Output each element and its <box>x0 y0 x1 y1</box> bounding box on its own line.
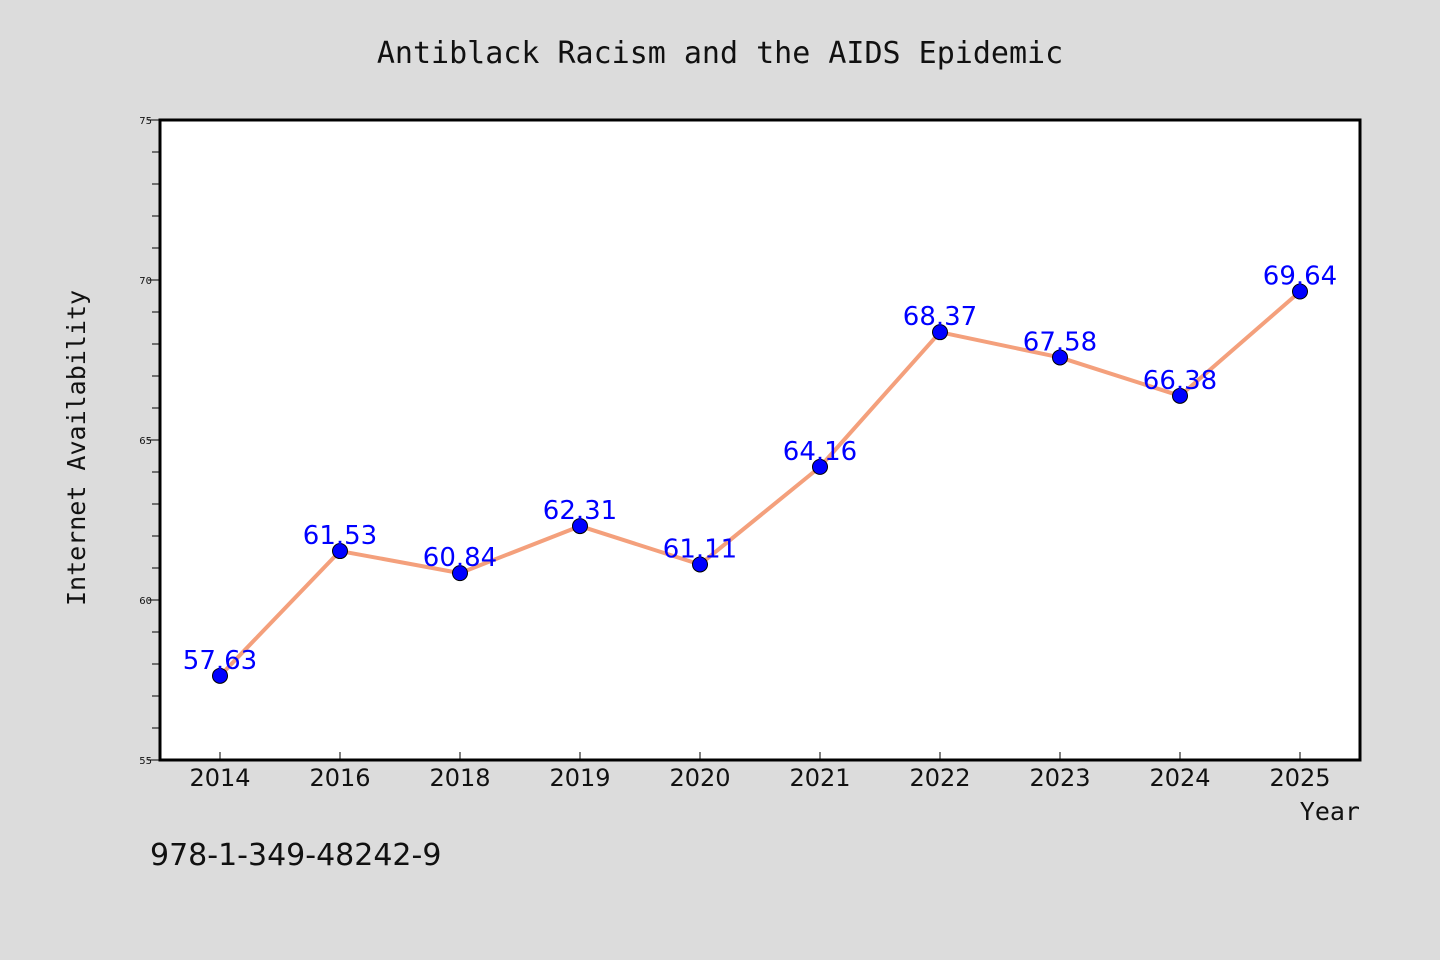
x-tick-label: 2021 <box>789 764 850 792</box>
x-tick-label: 2014 <box>189 764 250 792</box>
data-label: 60.84 <box>423 543 497 573</box>
data-label: 69.64 <box>1263 262 1337 292</box>
data-series: 57.63 61.53 60.84 62.31 61.11 64.16 68.37 67.58… <box>183 262 1337 684</box>
plot-area <box>160 120 1360 760</box>
y-tick-label: 65 <box>139 436 152 447</box>
data-point <box>692 556 708 573</box>
y-axis-label: Internet Availability <box>62 290 91 606</box>
y-tick-label: 55 <box>139 756 152 767</box>
data-label: 62.31 <box>543 496 617 526</box>
data-point <box>1292 283 1308 300</box>
data-label: 64.16 <box>783 437 857 467</box>
data-point <box>572 518 588 535</box>
y-tick-label: 60 <box>139 596 152 607</box>
data-point <box>212 667 228 684</box>
x-tick-label: 2022 <box>909 764 970 792</box>
x-tick-label: 2016 <box>309 764 370 792</box>
x-tick-label: 2024 <box>1149 764 1210 792</box>
data-label: 67.58 <box>1023 327 1097 357</box>
data-label: 66.38 <box>1143 366 1217 396</box>
x-tick-label: 2023 <box>1029 764 1090 792</box>
data-label: 68.37 <box>903 302 977 332</box>
x-tick-label: 2020 <box>669 764 730 792</box>
x-tick-label: 2018 <box>429 764 490 792</box>
data-label: 61.11 <box>663 534 737 564</box>
x-axis-label: Year <box>1300 797 1360 826</box>
data-label: 57.63 <box>183 646 257 676</box>
isbn-footnote: 978-1-349-48242-9 <box>150 838 441 873</box>
y-tick-label: 70 <box>139 276 152 287</box>
chart-title: Antiblack Racism and the AIDS Epidemic <box>377 36 1063 71</box>
data-point <box>1052 349 1068 366</box>
data-label: 61.53 <box>303 521 377 551</box>
x-axis: 2014 2016 2018 2019 2020 2021 2022 2023 2024 2025 <box>189 752 1331 792</box>
data-point <box>932 324 948 341</box>
data-point <box>332 543 348 560</box>
data-point <box>1172 387 1188 404</box>
data-point <box>452 565 468 582</box>
x-tick-label: 2019 <box>549 764 610 792</box>
data-point <box>812 458 828 475</box>
x-tick-label: 2025 <box>1269 764 1330 792</box>
y-tick-label: 75 <box>139 116 152 127</box>
plot-frame <box>158 118 1362 762</box>
series-line <box>218 289 1302 678</box>
